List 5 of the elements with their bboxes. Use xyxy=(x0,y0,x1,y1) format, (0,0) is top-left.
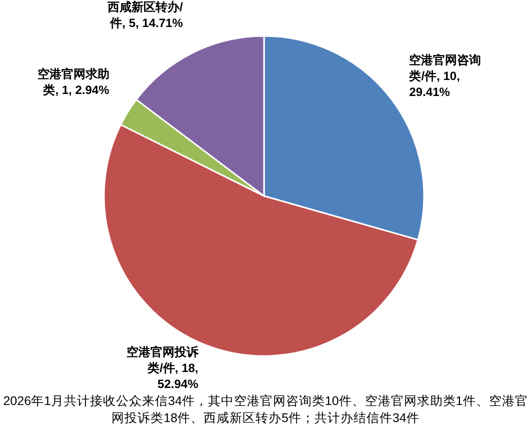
slice-label: 空港官网求助类, 1, 2.94% xyxy=(36,66,110,98)
slice-label: 西咸新区转办/件, 5, 14.71% xyxy=(106,0,183,32)
text: 2026年1月共计接收公众来信34件，其中空港官网咨询类10件、空港官网求助类1件、空港官网投诉类18件、西咸新区转办5件；共计办结信件34件 xyxy=(2,393,529,427)
slice-label: 空港官网投诉类/件, 18, 52.94% xyxy=(125,344,198,392)
slice-label: 空港官网咨询类/件, 10, 29.41% xyxy=(409,52,482,100)
